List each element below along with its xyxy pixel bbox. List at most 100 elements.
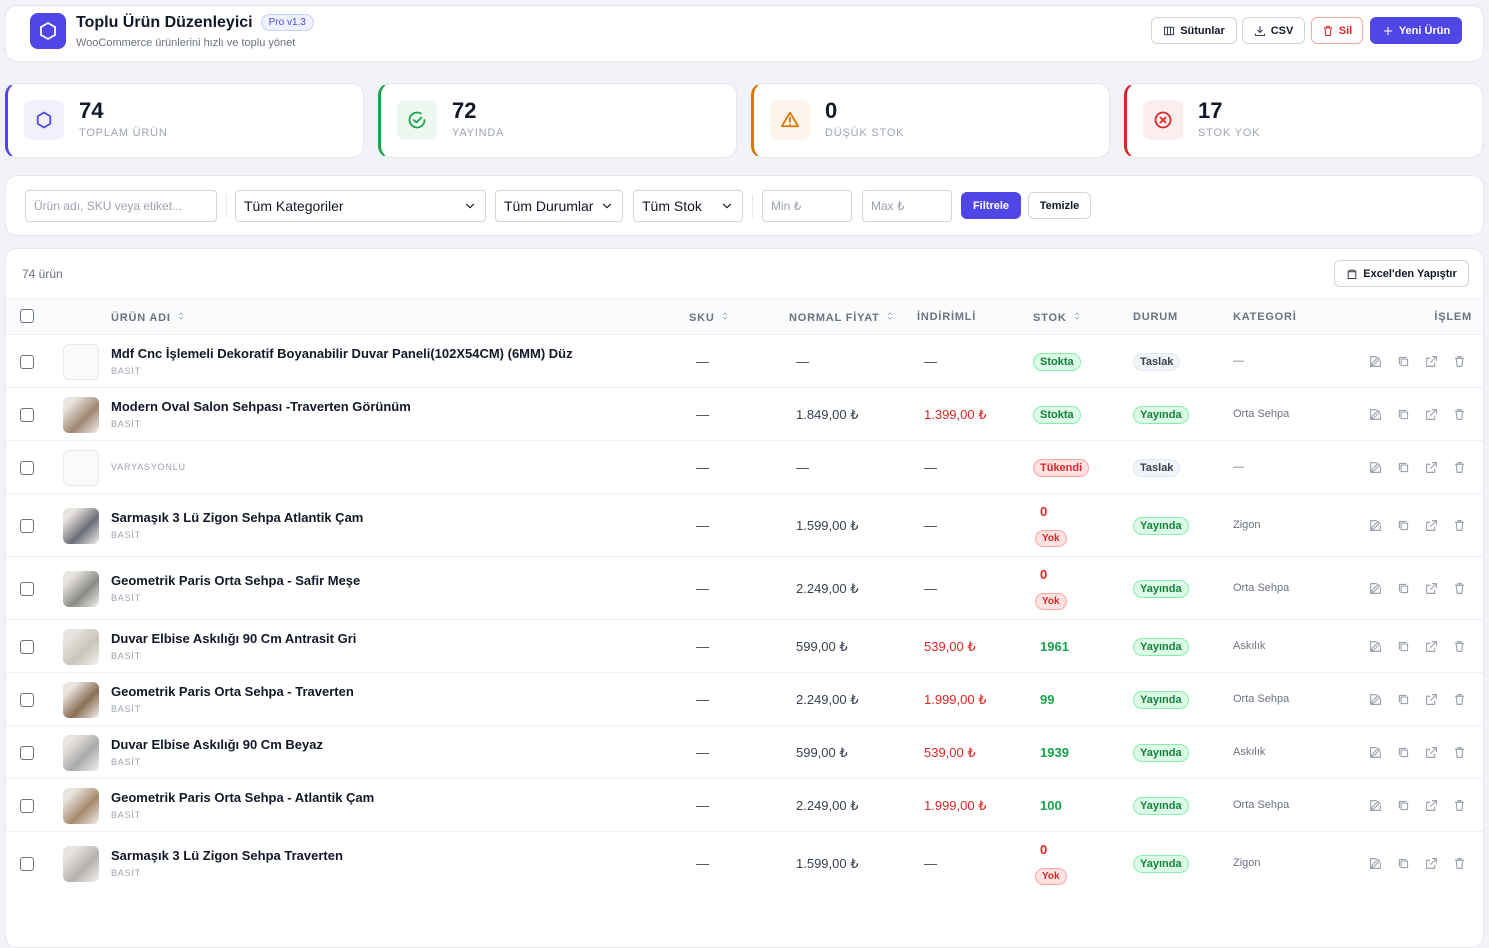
min-price-input[interactable]: Min ₺ bbox=[762, 190, 852, 222]
row-action[interactable] bbox=[1369, 355, 1383, 369]
icon bbox=[1398, 462, 1409, 472]
row-action[interactable] bbox=[1453, 408, 1467, 422]
row-action[interactable] bbox=[1397, 640, 1411, 654]
header-button[interactable]: CSV bbox=[1242, 17, 1305, 44]
row-action[interactable] bbox=[1453, 355, 1467, 369]
row-action[interactable] bbox=[1453, 746, 1467, 760]
row-action[interactable] bbox=[1425, 746, 1439, 760]
row-action[interactable] bbox=[1425, 857, 1439, 871]
row-action[interactable] bbox=[1425, 355, 1439, 369]
product-name[interactable]: Sarmaşık 3 Lü Zigon Sehpa Atlantik Çam bbox=[111, 509, 364, 525]
filter-select[interactable]: Tüm Stok bbox=[633, 190, 743, 222]
header-button[interactable]: Yeni Ürün bbox=[1370, 17, 1462, 44]
logo bbox=[30, 13, 66, 49]
category: Zigon bbox=[1233, 856, 1261, 869]
row-action[interactable] bbox=[1369, 461, 1383, 475]
row-action[interactable] bbox=[1453, 693, 1467, 707]
row-action[interactable] bbox=[1369, 799, 1383, 813]
product-name[interactable]: Modern Oval Salon Sehpası -Traverten Gör… bbox=[111, 398, 411, 414]
row-action[interactable] bbox=[1425, 640, 1439, 654]
filter-select[interactable]: Tüm Durumlar bbox=[495, 190, 623, 222]
filter-select[interactable]: Tüm Kategoriler bbox=[235, 190, 486, 222]
row-action[interactable] bbox=[1453, 582, 1467, 596]
row-checkbox[interactable] bbox=[20, 518, 34, 533]
stat-value: 0 bbox=[825, 98, 838, 123]
row-action[interactable] bbox=[1425, 582, 1439, 596]
paste-button[interactable]: Excel'den Yapıştır bbox=[1334, 260, 1469, 287]
column-header[interactable]: SKU bbox=[689, 311, 730, 324]
row-action[interactable] bbox=[1369, 408, 1383, 422]
category: Zigon bbox=[1233, 518, 1261, 531]
row-action[interactable] bbox=[1453, 461, 1467, 475]
row-checkbox[interactable] bbox=[20, 581, 34, 596]
column-label: İŞLEM bbox=[1434, 311, 1472, 323]
column-header[interactable]: NORMAL FİYAT bbox=[789, 311, 895, 324]
row-action[interactable] bbox=[1425, 519, 1439, 533]
row-action[interactable] bbox=[1397, 857, 1411, 871]
header-button[interactable]: Sil bbox=[1311, 17, 1363, 44]
row-action[interactable] bbox=[1369, 857, 1383, 871]
row-action[interactable] bbox=[1397, 799, 1411, 813]
product-type: VARYASYONLU bbox=[111, 461, 186, 472]
row-action[interactable] bbox=[1369, 693, 1383, 707]
row-action[interactable] bbox=[1453, 640, 1467, 654]
product-thumbnail bbox=[63, 343, 99, 380]
product-name[interactable]: Geometrik Paris Orta Sehpa - Safir Meşe bbox=[111, 572, 361, 588]
row-action[interactable] bbox=[1397, 693, 1411, 707]
max-price-input[interactable]: Max ₺ bbox=[862, 190, 952, 222]
row-action[interactable] bbox=[1425, 693, 1439, 707]
row-action[interactable] bbox=[1453, 857, 1467, 871]
clear-button[interactable]: Temizle bbox=[1028, 192, 1091, 219]
regular-price: 1.599,00 ₺ bbox=[796, 855, 859, 871]
category: Orta Sehpa bbox=[1233, 798, 1290, 811]
row-action[interactable] bbox=[1397, 519, 1411, 533]
row-action[interactable] bbox=[1425, 408, 1439, 422]
row-action[interactable] bbox=[1397, 582, 1411, 596]
row-action[interactable] bbox=[1453, 799, 1467, 813]
sale-price: 1.999,00 ₺ bbox=[924, 797, 987, 813]
stat-label: TOPLAM ÜRÜN bbox=[79, 127, 168, 139]
row-action[interactable] bbox=[1369, 746, 1383, 760]
row-action[interactable] bbox=[1425, 461, 1439, 475]
stock-note: Yok bbox=[1035, 529, 1067, 547]
row-action[interactable] bbox=[1369, 640, 1383, 654]
row-checkbox[interactable] bbox=[20, 745, 34, 760]
status-badge: Yayında bbox=[1133, 405, 1189, 424]
row-checkbox[interactable] bbox=[20, 798, 34, 813]
product-name[interactable]: Mdf Cnc İşlemeli Dekoratif Boyanabilir D… bbox=[111, 345, 573, 361]
row-checkbox[interactable] bbox=[20, 692, 34, 707]
version-badge: Pro v1.3 bbox=[260, 14, 314, 31]
row-checkbox[interactable] bbox=[20, 856, 34, 871]
column-header[interactable]: ÜRÜN ADI bbox=[111, 311, 186, 324]
product-name[interactable]: Geometrik Paris Orta Sehpa - Atlantik Ça… bbox=[111, 789, 375, 805]
row-action[interactable] bbox=[1397, 408, 1411, 422]
table-header: ÜRÜN ADI SKU NORMAL FİYAT İNDİRİMLİ STOK DURU… bbox=[6, 298, 1483, 334]
row-action[interactable] bbox=[1397, 355, 1411, 369]
row-checkbox[interactable] bbox=[20, 407, 34, 422]
row-action[interactable] bbox=[1397, 461, 1411, 475]
row-action[interactable] bbox=[1397, 746, 1411, 760]
product-name[interactable]: Duvar Elbise Askılığı 90 Cm Beyaz bbox=[111, 736, 323, 752]
product-thumbnail bbox=[63, 507, 99, 544]
column-header[interactable]: STOK bbox=[1033, 311, 1082, 324]
row-checkbox[interactable] bbox=[20, 460, 34, 475]
status-badge: Yayında bbox=[1133, 743, 1189, 762]
row-action[interactable] bbox=[1425, 799, 1439, 813]
icon bbox=[1164, 26, 1175, 35]
row-action[interactable] bbox=[1453, 519, 1467, 533]
filter-button[interactable]: Filtrele bbox=[961, 192, 1021, 219]
product-type: BASİT bbox=[111, 529, 142, 540]
search-input[interactable]: Ürün adı, SKU veya etiket... bbox=[25, 190, 217, 222]
row-action[interactable] bbox=[1369, 582, 1383, 596]
stock-badge: Stokta bbox=[1033, 352, 1081, 371]
icon bbox=[1347, 269, 1357, 279]
product-name[interactable]: Sarmaşık 3 Lü Zigon Sehpa Traverten bbox=[111, 847, 343, 863]
product-name[interactable]: Duvar Elbise Askılığı 90 Cm Antrasit Gri bbox=[111, 630, 357, 646]
header-button[interactable]: Sütunlar bbox=[1151, 17, 1237, 44]
select-all-checkbox[interactable] bbox=[20, 309, 34, 323]
product-name[interactable]: Geometrik Paris Orta Sehpa - Traverten bbox=[111, 683, 354, 699]
row-checkbox[interactable] bbox=[20, 639, 34, 654]
row-action[interactable] bbox=[1369, 519, 1383, 533]
row-checkbox[interactable] bbox=[20, 354, 34, 369]
icon bbox=[1323, 25, 1333, 36]
